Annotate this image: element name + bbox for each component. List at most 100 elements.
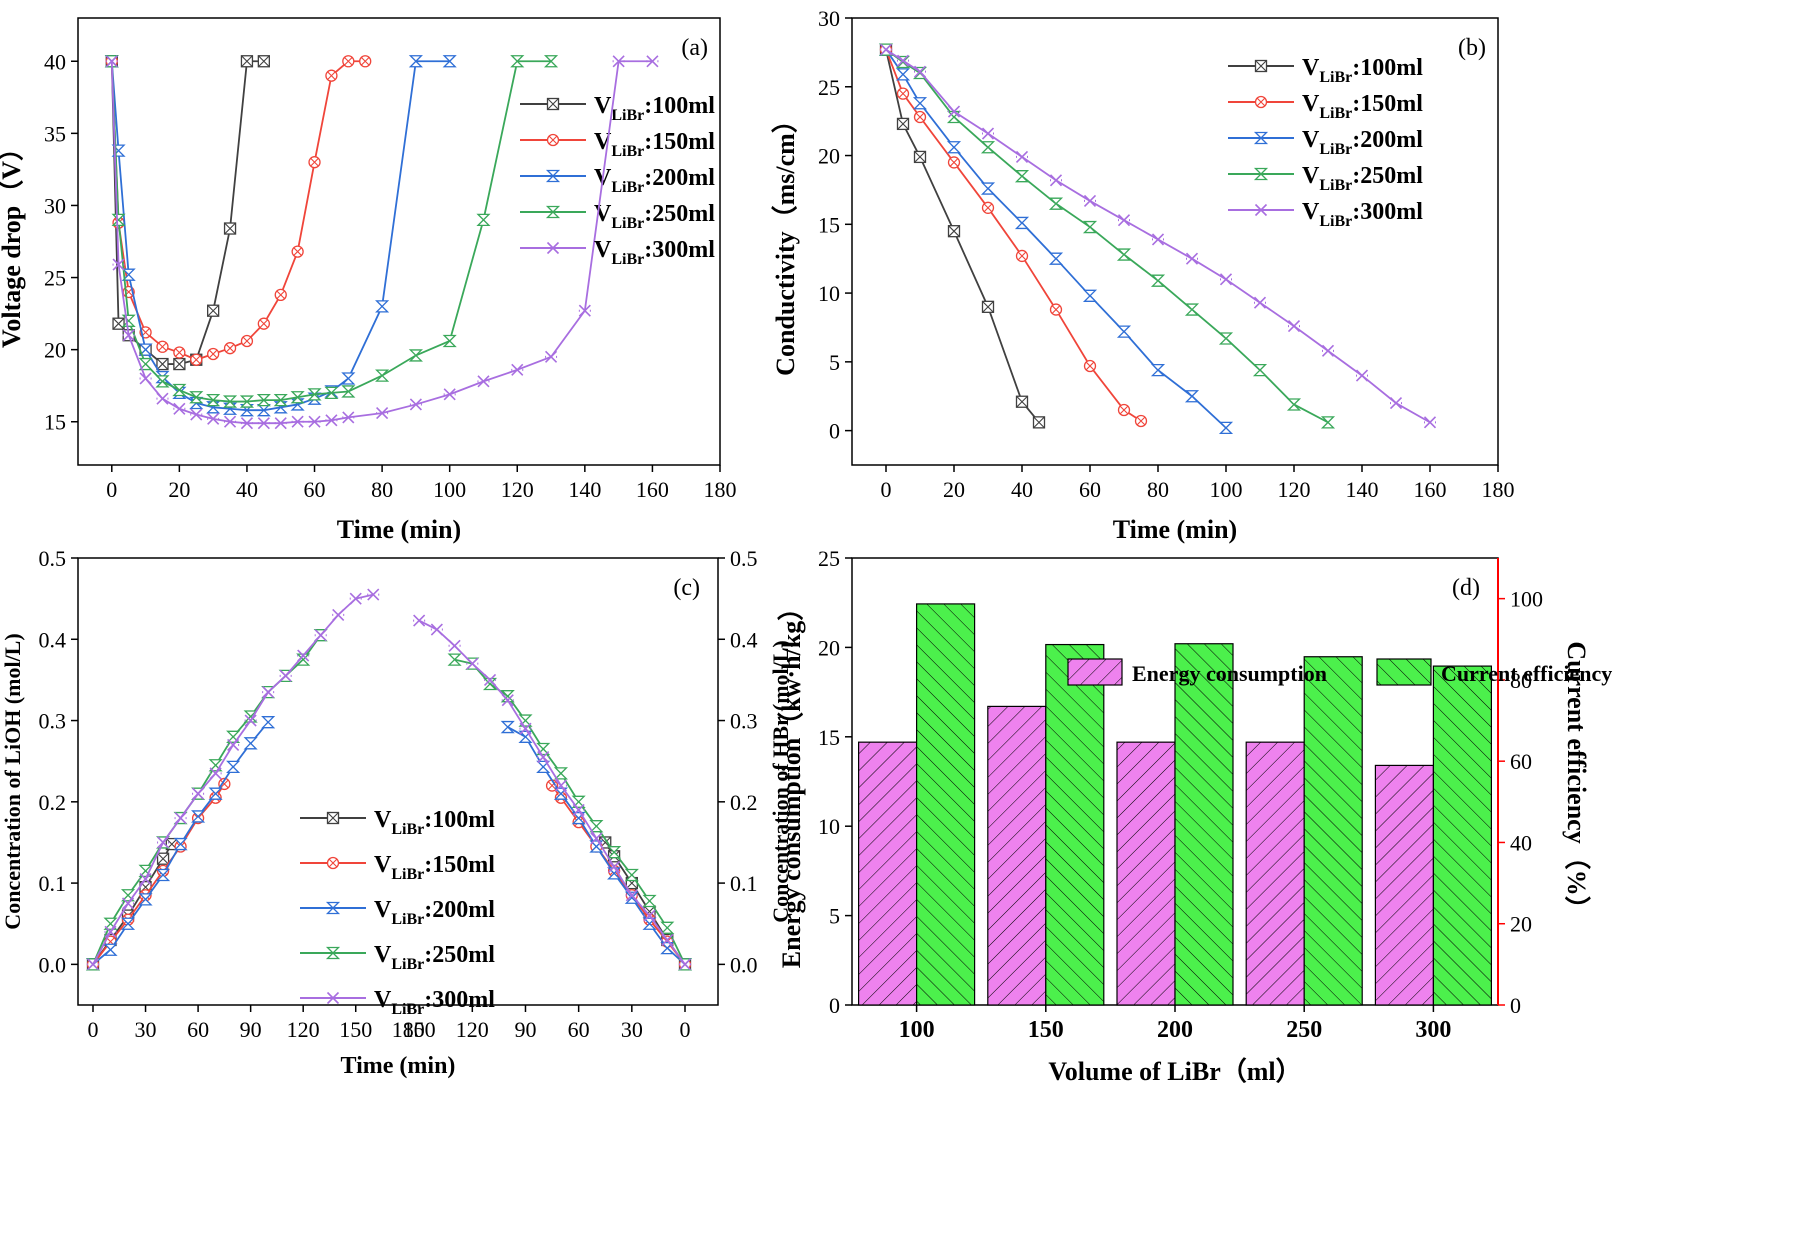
data-point	[112, 258, 125, 271]
legend-entry-marker	[1254, 203, 1268, 217]
data-point	[1083, 194, 1097, 207]
data-point-ends	[1254, 301, 1266, 304]
bar-efficiency-150	[1045, 643, 1105, 1006]
data-point	[1116, 248, 1132, 261]
data-point-shape	[112, 258, 125, 271]
hbr-point-shape	[624, 868, 639, 882]
data-point-shape	[138, 343, 153, 356]
hbr-point	[643, 909, 656, 922]
series-line	[885, 49, 1227, 429]
hbr-point-shape	[413, 614, 426, 627]
data-point	[442, 334, 457, 348]
data-point	[408, 349, 423, 362]
data-point-shape	[206, 393, 221, 407]
x-tick-label: 40	[236, 477, 258, 502]
data-point-ends	[1050, 179, 1062, 182]
legend-entry-marker	[325, 946, 341, 960]
legend-entry: VLiBr:300ml	[520, 237, 715, 268]
lioh-point-shape	[174, 812, 187, 825]
data-point	[1117, 214, 1131, 227]
data-point-shape	[291, 415, 304, 428]
data-point-shape	[511, 363, 524, 376]
data-point-shape	[342, 411, 355, 424]
lioh-point	[173, 837, 188, 851]
y-tick-label: 15	[818, 212, 840, 237]
lioh-point	[208, 759, 223, 772]
panel-d-bar-chart: 100 150 200 250 3000510152025020406080100Vol…	[777, 546, 1612, 1086]
data-point	[1150, 363, 1166, 377]
data-point-shape	[257, 417, 270, 430]
legend-energy-label: Energy consumption	[1132, 661, 1327, 686]
data-point	[1184, 390, 1200, 403]
data-point	[273, 393, 288, 407]
x-axis-title: Volume of LiBr（ml）	[1048, 1057, 1301, 1086]
data-point	[341, 385, 356, 398]
y-tick-label: 25	[44, 266, 66, 291]
legend-entry-label: VLiBr:200ml	[594, 165, 715, 196]
lioh-point-shape	[244, 714, 257, 727]
bar-energy-300	[1374, 764, 1435, 1006]
x-tick-label: 40	[1011, 477, 1033, 502]
data-point	[342, 411, 355, 424]
data-point-shape	[325, 414, 338, 427]
lioh-point-shape	[332, 608, 345, 621]
lioh-point-shape	[155, 868, 171, 882]
data-point-ends	[376, 412, 389, 415]
y-tick-right-label: 40	[1510, 830, 1532, 855]
hbr-point	[625, 889, 638, 902]
legend-entry: VLiBr:200ml	[520, 165, 715, 196]
data-point-x	[259, 319, 269, 328]
series-line	[110, 60, 552, 403]
data-point	[1287, 320, 1301, 333]
series-150ml	[105, 55, 372, 366]
hbr-point-ends	[501, 699, 514, 702]
bar-efficiency-hatch	[916, 603, 975, 1005]
data-point-x	[191, 355, 201, 365]
data-point	[257, 417, 270, 430]
lioh-point-shape	[103, 917, 118, 930]
legend-entry-label: VLiBr:100ml	[594, 93, 715, 124]
legend-entry-label: VLiBr:150ml	[594, 129, 715, 160]
data-point	[544, 350, 558, 363]
hbr-point-shape	[554, 779, 567, 792]
hbr-point-shape	[589, 820, 604, 833]
hbr-point	[500, 720, 515, 734]
lioh-point-shape	[191, 810, 206, 823]
data-point-shape	[190, 408, 203, 421]
data-point-shape	[375, 300, 390, 313]
data-point	[190, 353, 203, 366]
data-point-shape	[239, 395, 255, 408]
data-point	[442, 55, 457, 68]
data-point-x	[982, 300, 994, 313]
data-point-ends	[1118, 219, 1130, 222]
bar-efficiency-300	[1432, 665, 1493, 1006]
legend-entry-marker	[546, 241, 560, 255]
bar-efficiency-hatch	[1175, 643, 1233, 1005]
data-point	[138, 357, 153, 371]
legend-entry-marker-x	[327, 812, 339, 824]
bar-energy-hatch	[1375, 765, 1434, 1005]
data-point-shape	[341, 372, 356, 385]
bar-efficiency-200	[1174, 643, 1234, 1006]
legend-entry-marker	[326, 811, 340, 825]
data-point	[222, 395, 238, 408]
x-tick-label: 60	[568, 1017, 590, 1042]
y-tick-left-label: 10	[818, 814, 840, 839]
data-point-shape	[1082, 289, 1098, 302]
x-axis-title: Time (min)	[341, 1053, 456, 1079]
data-point-ends	[308, 420, 321, 423]
data-point	[291, 245, 304, 258]
y-tick-label: 5	[829, 350, 840, 375]
data-point-shape	[376, 407, 389, 420]
data-point	[325, 69, 338, 82]
legend-entry-label: VLiBr:200ml	[1302, 127, 1423, 158]
data-point-x	[208, 349, 218, 359]
data-point	[510, 55, 525, 68]
data-point	[172, 383, 187, 397]
x-tick-label: 100	[899, 1017, 935, 1043]
data-point-shape	[1423, 416, 1437, 429]
data-point-ends	[112, 263, 125, 266]
hbr-point-ends	[413, 619, 426, 622]
lioh-point	[226, 760, 241, 774]
data-point	[1219, 273, 1233, 286]
